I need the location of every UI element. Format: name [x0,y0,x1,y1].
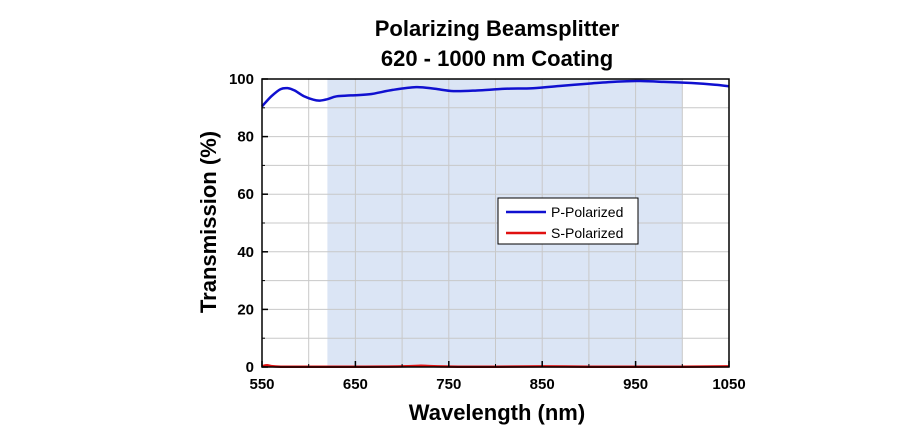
y-tick-label: 80 [237,129,254,146]
x-tick-label: 650 [343,376,368,393]
y-tick-label: 100 [229,71,254,88]
plot-area [261,78,730,369]
legend: P-Polarized S-Polarized [497,197,639,245]
y-tick-label: 0 [246,359,254,376]
legend-box [497,197,639,245]
axis-ticks: 550 650 750 850 950 1050 0 20 40 60 80 100 [229,71,746,393]
y-tick-label: 60 [237,186,254,203]
legend-label-s-polarized: S-Polarized [551,225,623,241]
chart-title-line-1: Polarizing Beamsplitter [375,16,620,41]
y-tick-label: 40 [237,244,254,261]
x-tick-label: 550 [249,376,274,393]
chart-title-line-2: 620 - 1000 nm Coating [381,46,613,71]
x-tick-label: 1050 [712,376,745,393]
x-tick-label: 950 [623,376,648,393]
x-tick-label: 750 [436,376,461,393]
y-axis-label: Transmission (%) [196,131,221,313]
series-line-p-polarized [261,79,730,108]
x-axis-label: Wavelength (nm) [409,400,585,425]
legend-label-p-polarized: P-Polarized [551,204,623,220]
x-tick-label: 850 [530,376,555,393]
y-tick-label: 20 [237,301,254,318]
